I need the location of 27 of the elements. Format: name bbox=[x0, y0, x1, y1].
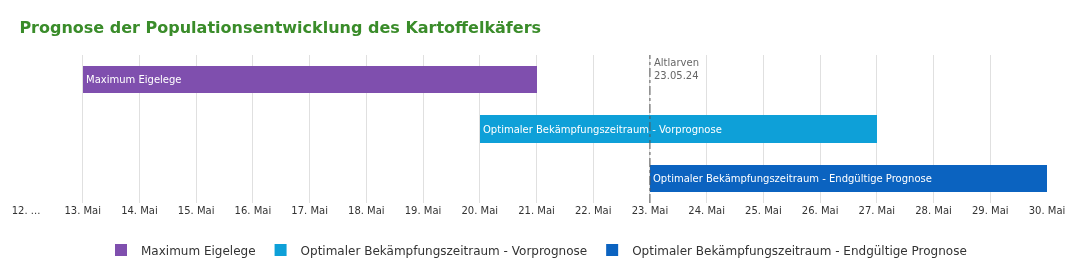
x-tick-label: 28. Mai bbox=[915, 205, 952, 216]
text: Optimaler Bekämpfungszeitraum - Vorprognose bbox=[483, 123, 722, 135]
legend-label: Maximum Eigelege bbox=[141, 243, 256, 258]
x-tick-label: 14. Mai bbox=[121, 205, 158, 216]
legend-label: Optimaler Bekämpfungszeitraum - Endgültige Prognose bbox=[632, 243, 967, 258]
x-tick-label: 16. Mai bbox=[234, 205, 272, 216]
text: Maximum Eigelege bbox=[86, 74, 182, 85]
x-tick-label: 22. Mai bbox=[574, 205, 612, 216]
x-tick-label: 26. Mai bbox=[801, 205, 839, 216]
x-tick-label: 27. Mai bbox=[858, 205, 896, 216]
chart-title: Prognose der Populationsentwicklung des Kartoffelkäfers bbox=[19, 18, 542, 38]
legend-label: Optimaler Bekämpfungszeitraum - Vorprognose bbox=[300, 243, 588, 258]
x-tick-label: 24. Mai bbox=[688, 205, 725, 216]
x-tick-label: 23. Mai bbox=[631, 205, 669, 216]
x-tick-label: 13. Mai bbox=[64, 205, 102, 216]
x-tick-label: 17. Mai bbox=[291, 205, 328, 216]
text: Optimaler Bekämpfungszeitraum - Endgültige Prognose bbox=[653, 173, 932, 184]
x-tick-label: 20. Mai bbox=[461, 205, 499, 216]
x-tick-label: 25. Mai bbox=[745, 205, 782, 216]
ref-line-label: Altlarven 23.05.24 bbox=[654, 57, 699, 81]
x-tick-label: 12. ... bbox=[11, 205, 41, 216]
x-tick-label: 30. Mai bbox=[1028, 205, 1066, 216]
x-tick-label: 15. Mai bbox=[177, 205, 215, 216]
x-tick-label: 29. Mai bbox=[971, 205, 1009, 216]
x-tick-label: 19. Mai bbox=[404, 205, 442, 216]
x-tick-label: 18. Mai bbox=[348, 205, 385, 216]
x-tick-label: 21. Mai bbox=[518, 205, 555, 216]
